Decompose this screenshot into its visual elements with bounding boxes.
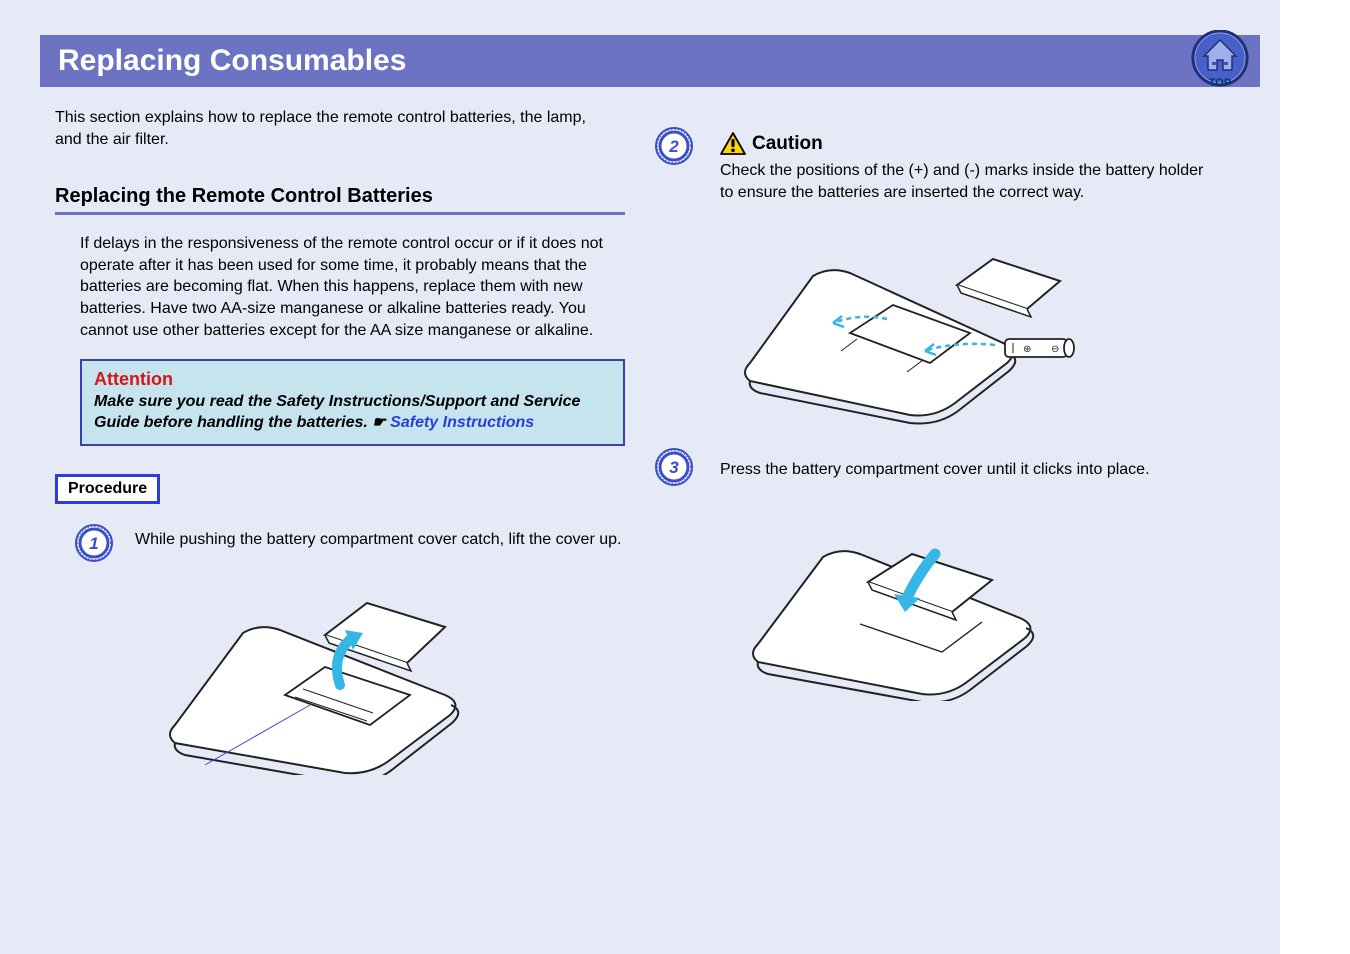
left-column: This section explains how to replace the… xyxy=(55,107,625,800)
step-1-illustration xyxy=(135,565,625,780)
page-title-bar: Replacing Consumables xyxy=(40,35,1260,87)
section-body: If delays in the responsiveness of the r… xyxy=(80,233,625,341)
step-2-illustration: ⊕ ⊖ xyxy=(720,218,1235,433)
attention-text: Make sure you read the Safety Instructio… xyxy=(94,392,611,434)
safety-instructions-link[interactable]: Safety Instructions xyxy=(390,414,534,431)
svg-text:1: 1 xyxy=(89,534,98,553)
step-number-badge-2: 2 xyxy=(655,127,693,165)
step-number-badge-1: 1 xyxy=(75,524,113,562)
svg-text:2: 2 xyxy=(668,137,679,156)
content-columns: This section explains how to replace the… xyxy=(0,87,1280,800)
svg-text:TOP: TOP xyxy=(1209,77,1231,89)
page-title: Replacing Consumables xyxy=(58,44,406,78)
step-1-text: While pushing the battery compartment co… xyxy=(135,529,625,551)
caution-heading: Caution xyxy=(720,132,1235,156)
right-column: 2 Caution Check the positions of the (+)… xyxy=(665,107,1235,800)
step-2: 2 Caution Check the positions of the (+)… xyxy=(665,132,1235,433)
top-button[interactable]: TOP xyxy=(1190,30,1250,90)
pointer-icon: ☛ xyxy=(372,413,385,433)
step-3: 3 Press the battery compartment cover un… xyxy=(665,453,1235,706)
intro-text: This section explains how to replace the… xyxy=(55,107,615,150)
step-1: 1 While pushing the battery compartment … xyxy=(55,529,625,781)
step-number-badge-3: 3 xyxy=(655,448,693,486)
manual-page: Replacing Consumables TOP This section e… xyxy=(0,0,1280,954)
caution-label: Caution xyxy=(752,133,823,155)
attention-box: Attention Make sure you read the Safety … xyxy=(80,359,625,446)
step-3-illustration xyxy=(720,496,1235,706)
svg-text:⊕: ⊕ xyxy=(1023,344,1031,355)
caution-text: Check the positions of the (+) and (-) m… xyxy=(720,160,1220,203)
caution-icon xyxy=(720,132,746,156)
procedure-label: Procedure xyxy=(55,474,160,504)
attention-title: Attention xyxy=(94,369,611,390)
svg-text:3: 3 xyxy=(669,458,679,477)
svg-text:⊖: ⊖ xyxy=(1051,344,1059,355)
home-icon: TOP xyxy=(1190,30,1250,90)
section-heading: Replacing the Remote Control Batteries xyxy=(55,185,625,215)
step-3-text: Press the battery compartment cover unti… xyxy=(720,453,1235,481)
